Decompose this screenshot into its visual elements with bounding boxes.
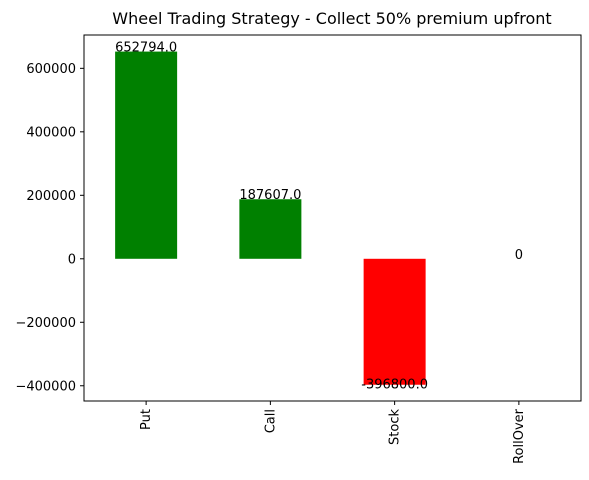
x-tick-label: Put (139, 409, 154, 430)
x-tick-label: RollOver (512, 408, 527, 464)
y-tick-label: 0 (68, 252, 76, 267)
y-tick-label: 200000 (26, 189, 76, 204)
bar-call (239, 199, 302, 259)
data-label: 652794.0 (115, 41, 177, 56)
data-label: 187607.0 (239, 188, 301, 203)
bar-put (115, 51, 178, 259)
y-tick-label: −200000 (15, 316, 76, 331)
chart-title: Wheel Trading Strategy - Collect 50% pre… (112, 9, 551, 28)
y-tick-label: 600000 (26, 62, 76, 77)
x-tick-label: Stock (388, 409, 403, 445)
y-tick-label: 400000 (26, 125, 76, 140)
plot-area-frame (83, 34, 582, 402)
bar-stock (363, 258, 426, 385)
data-label: 0 (515, 248, 523, 263)
y-tick-label: −400000 (15, 379, 76, 394)
x-tick-label: Call (263, 409, 278, 433)
data-label: -396800.0 (361, 378, 428, 393)
